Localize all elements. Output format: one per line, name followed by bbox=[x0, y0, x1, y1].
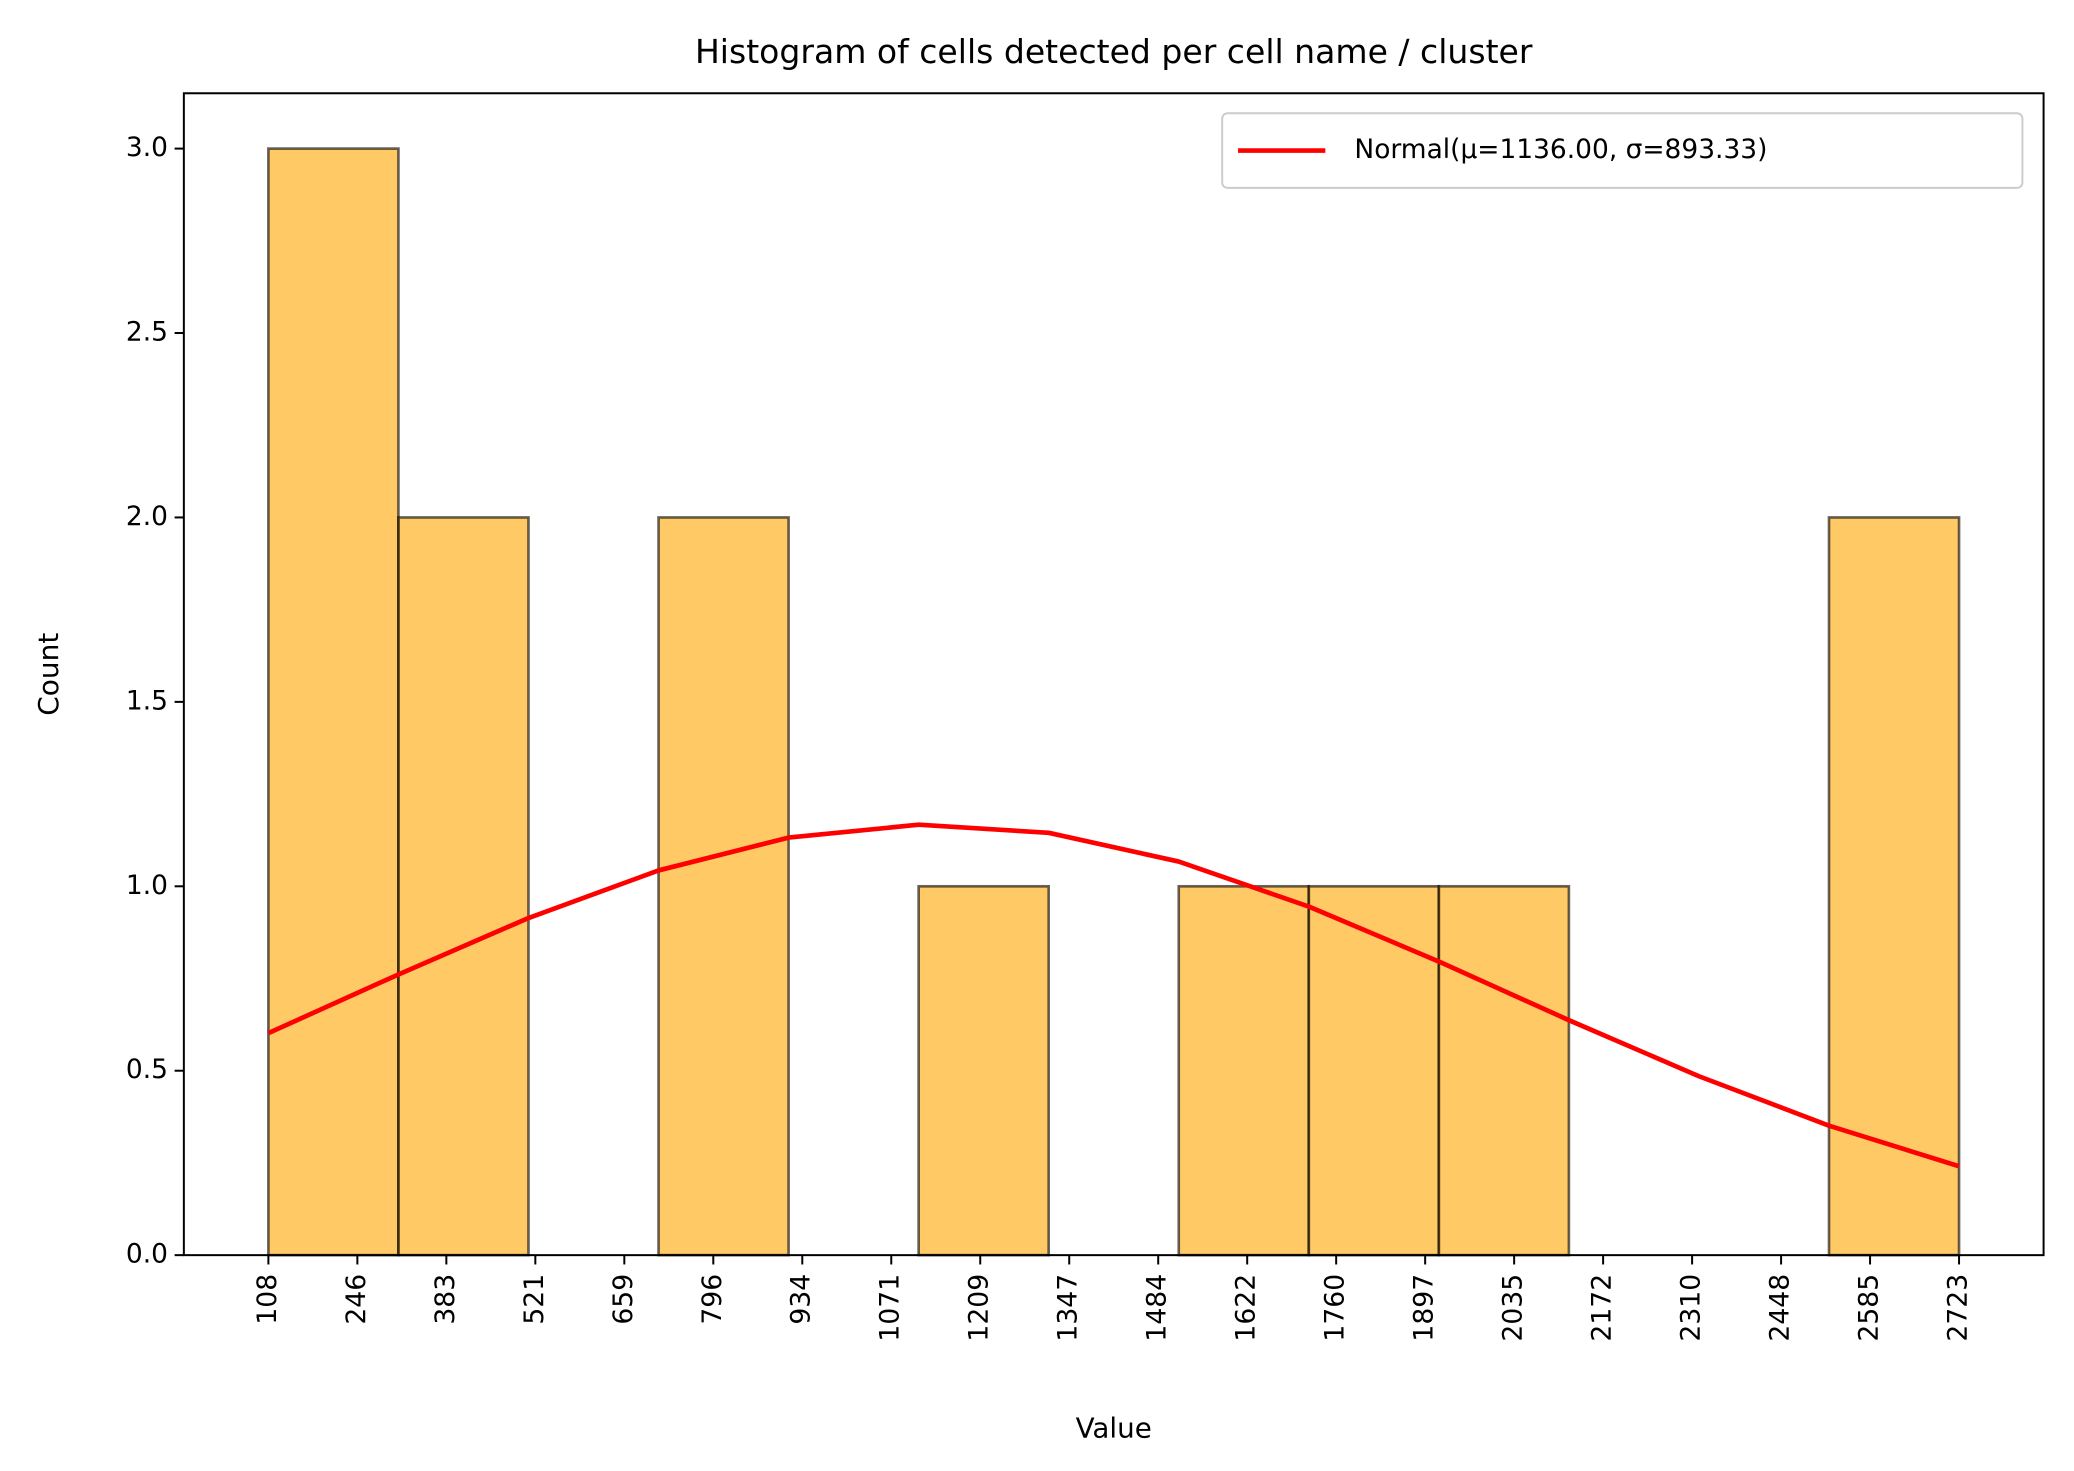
y-tick-label: 2.5 bbox=[126, 316, 168, 347]
y-tick-label: 0.0 bbox=[126, 1239, 168, 1270]
bar bbox=[267, 147, 400, 1257]
x-tick-label: 1209 bbox=[964, 1274, 995, 1342]
bar bbox=[917, 884, 1051, 1257]
x-tick-label: 1897 bbox=[1409, 1274, 1440, 1342]
x-tick-label: 1484 bbox=[1142, 1274, 1173, 1342]
y-tick-label: 1.0 bbox=[126, 870, 168, 901]
legend-box bbox=[1221, 112, 2024, 189]
y-tick-label: 2.0 bbox=[126, 501, 168, 532]
y-tick-label: 0.5 bbox=[126, 1054, 168, 1085]
bar bbox=[1437, 884, 1571, 1257]
x-tick-label: 1760 bbox=[1320, 1274, 1351, 1342]
x-tick-label: 2172 bbox=[1587, 1274, 1618, 1342]
x-tick-label: 383 bbox=[430, 1274, 461, 1325]
bar bbox=[1177, 884, 1311, 1257]
bar bbox=[657, 516, 790, 1257]
bar bbox=[1307, 884, 1441, 1257]
x-tick-label: 521 bbox=[519, 1274, 550, 1325]
bar bbox=[397, 516, 530, 1257]
y-tick-label: 3.0 bbox=[126, 132, 168, 163]
x-tick-label: 934 bbox=[786, 1274, 817, 1325]
x-tick-label: 2448 bbox=[1765, 1274, 1796, 1342]
x-tick-label: 108 bbox=[252, 1274, 283, 1325]
x-axis-label: Value bbox=[1076, 1412, 1152, 1445]
x-tick-label: 1347 bbox=[1053, 1274, 1084, 1342]
y-tick-label: 1.5 bbox=[126, 685, 168, 716]
plot-frame bbox=[182, 92, 2045, 1257]
fit-line bbox=[267, 822, 1960, 1169]
x-tick-label: 796 bbox=[697, 1274, 728, 1325]
legend-label: Normal(μ=1136.00, σ=893.33) bbox=[1354, 134, 1767, 165]
x-tick-label: 2035 bbox=[1498, 1274, 1529, 1342]
y-axis-label: Count bbox=[32, 633, 65, 716]
x-tick-label: 246 bbox=[341, 1274, 372, 1325]
x-tick-label: 2585 bbox=[1854, 1274, 1885, 1342]
chart-title: Histogram of cells detected per cell nam… bbox=[695, 32, 1533, 71]
x-tick-label: 2723 bbox=[1943, 1274, 1974, 1342]
x-tick-label: 1622 bbox=[1231, 1274, 1262, 1342]
x-tick-label: 2310 bbox=[1676, 1274, 1707, 1342]
x-tick-label: 1071 bbox=[875, 1274, 906, 1342]
x-tick-label: 659 bbox=[608, 1274, 639, 1325]
